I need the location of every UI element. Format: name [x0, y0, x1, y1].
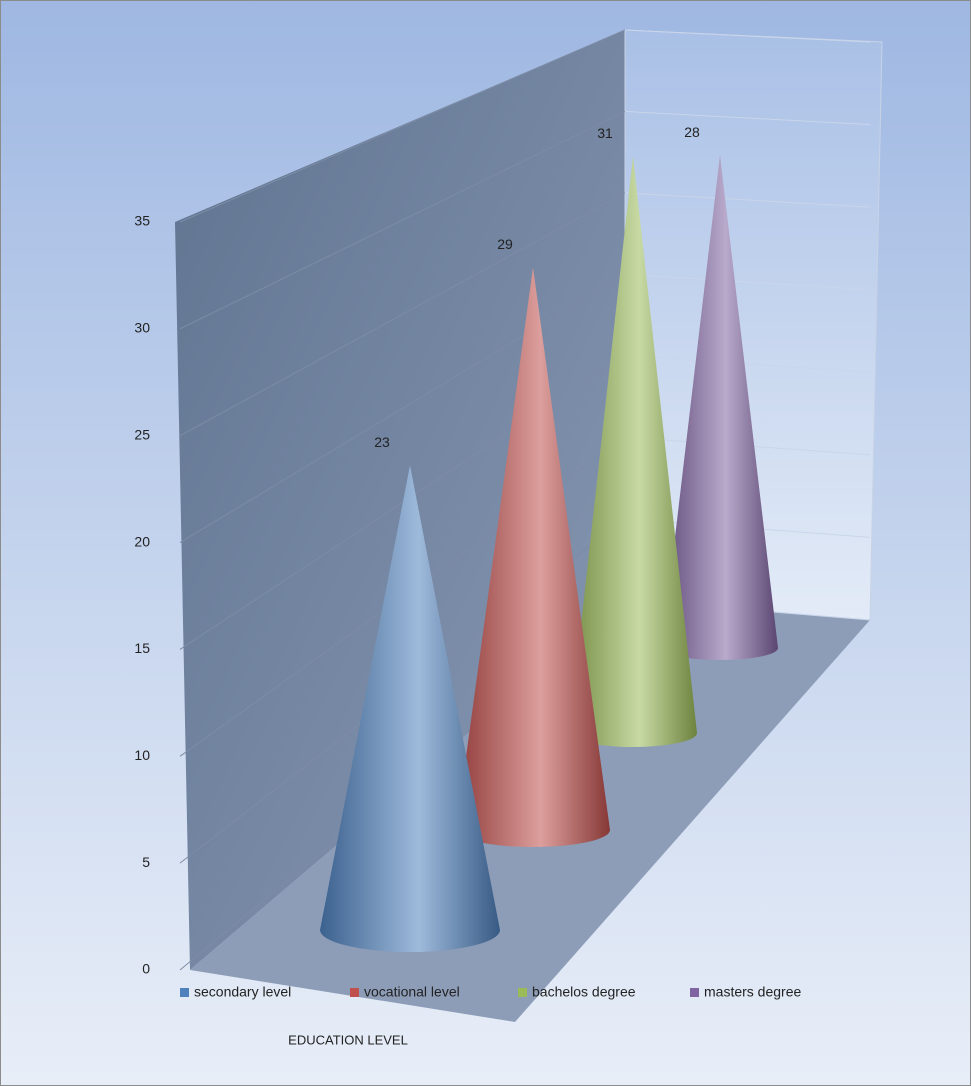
plot: 28 31 29 23	[320, 124, 778, 952]
x-axis-title: EDUCATION LEVEL	[288, 1032, 408, 1047]
cone	[662, 155, 778, 660]
y-tick-label: 20	[134, 533, 150, 549]
legend-swatch	[690, 988, 699, 997]
legend-label: masters degree	[704, 984, 801, 1000]
cone	[569, 156, 697, 747]
data-label: 28	[684, 124, 700, 140]
grid-line	[624, 273, 871, 291]
y-tick-label: 0	[142, 961, 150, 977]
cone	[456, 267, 610, 847]
grid-line	[624, 355, 871, 373]
y-tick-label: 30	[134, 320, 150, 336]
grid-line	[179, 110, 626, 330]
y-tick-label: 25	[134, 426, 150, 442]
y-tick-label: 5	[142, 854, 150, 870]
legend: secondary level vocational level bachelos …	[180, 984, 801, 1000]
y-tick-label: 10	[134, 747, 150, 763]
grid-line	[179, 273, 626, 543]
cone	[320, 465, 500, 952]
data-label: 29	[497, 236, 513, 252]
data-label: 31	[597, 125, 613, 141]
legend-swatch	[180, 988, 189, 997]
grid-line	[179, 192, 626, 437]
legend-label: bachelos degree	[532, 984, 636, 1000]
y-tick-label: 35	[134, 213, 150, 229]
data-label: 23	[374, 434, 390, 450]
legend-swatch	[350, 988, 359, 997]
legend-swatch	[518, 988, 527, 997]
legend-label: vocational level	[364, 984, 460, 1000]
back-wall-left	[175, 30, 625, 970]
grid-line	[624, 110, 871, 126]
grid-line	[179, 29, 626, 223]
grid-line	[624, 192, 871, 208]
legend-label: secondary level	[194, 984, 291, 1000]
y-tick-label: 15	[134, 640, 150, 656]
grid-line	[624, 29, 871, 43]
